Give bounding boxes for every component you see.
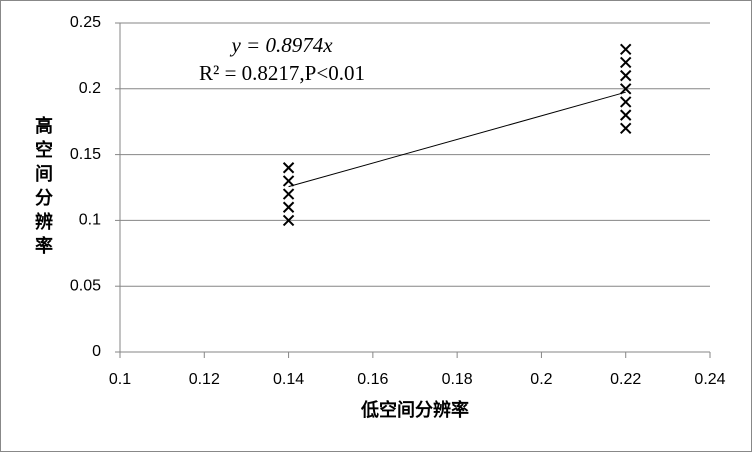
point [282, 188, 295, 200]
x-tick-label: 0.2 [530, 371, 552, 388]
y-tick-label: 0.1 [79, 212, 101, 229]
x-tick-label: 0.18 [442, 371, 473, 388]
point-stroke [620, 83, 632, 95]
point-stroke [620, 96, 632, 108]
point [620, 56, 632, 69]
point [620, 109, 632, 121]
y-tick-label: 0.25 [70, 14, 101, 31]
point [620, 96, 632, 108]
point-stroke [282, 214, 295, 227]
point-stroke [620, 122, 632, 134]
point-stroke [620, 56, 632, 69]
point [282, 162, 295, 174]
y-axis-label: 高空间分辨率 [32, 115, 53, 260]
point-stroke [620, 69, 632, 82]
x-axis-label: 低空间分辨率 [360, 399, 469, 421]
x-tick-label: 0.14 [273, 371, 304, 388]
point-stroke [282, 162, 295, 174]
point-stroke [282, 201, 295, 213]
x-tick-label: 0.24 [694, 371, 725, 388]
point-stroke [620, 43, 632, 56]
x-tick-label: 0.12 [189, 371, 220, 388]
point [620, 122, 632, 134]
x-tick-label: 0.1 [109, 371, 131, 388]
point [620, 43, 632, 56]
trendline [288, 91, 626, 188]
trend-equation: y = 0.8974x [229, 33, 333, 57]
point [620, 83, 632, 95]
point [282, 201, 295, 213]
y-tick-label: 0.05 [70, 277, 101, 294]
point [620, 69, 632, 82]
x-tick-label: 0.16 [357, 371, 388, 388]
y-tick-label: 0.2 [79, 80, 101, 97]
point-stroke [282, 188, 295, 200]
x-tick-label: 0.22 [610, 371, 641, 388]
y-tick-label: 0 [92, 343, 101, 360]
point [282, 175, 295, 187]
point-stroke [620, 109, 632, 121]
point-stroke [282, 175, 295, 187]
trend-stats: R² = 0.8217,P<0.01 [199, 61, 365, 85]
y-tick-label: 0.15 [70, 146, 101, 163]
point [282, 214, 295, 227]
